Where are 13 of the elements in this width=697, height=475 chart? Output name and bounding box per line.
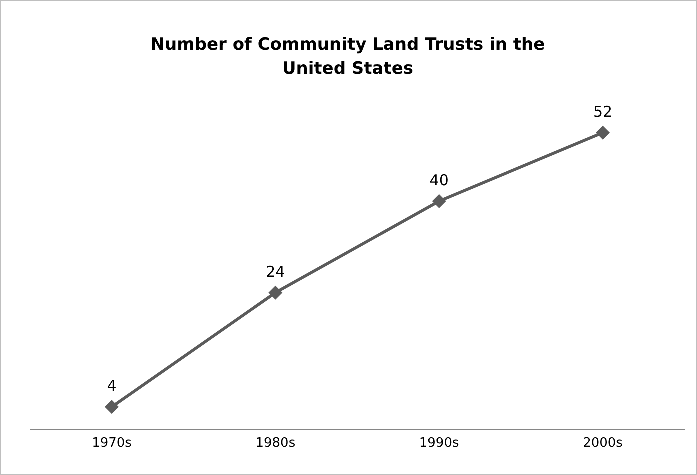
point: [596, 126, 610, 140]
data-label: 24: [266, 262, 286, 281]
data-label: 4: [107, 377, 117, 396]
x-tick-label: 1980s: [256, 436, 296, 452]
x-tick-label: 1970s: [92, 436, 132, 452]
point: [105, 400, 119, 414]
chart-title: Number of Community Land Trusts in the United States: [150, 34, 546, 81]
x-tick-label: 2000s: [583, 436, 624, 452]
data-label: 52: [593, 102, 613, 121]
x-tick-label: 1990s: [419, 436, 460, 452]
data-label: 40: [430, 171, 449, 190]
point: [432, 194, 446, 208]
point: [268, 286, 283, 300]
